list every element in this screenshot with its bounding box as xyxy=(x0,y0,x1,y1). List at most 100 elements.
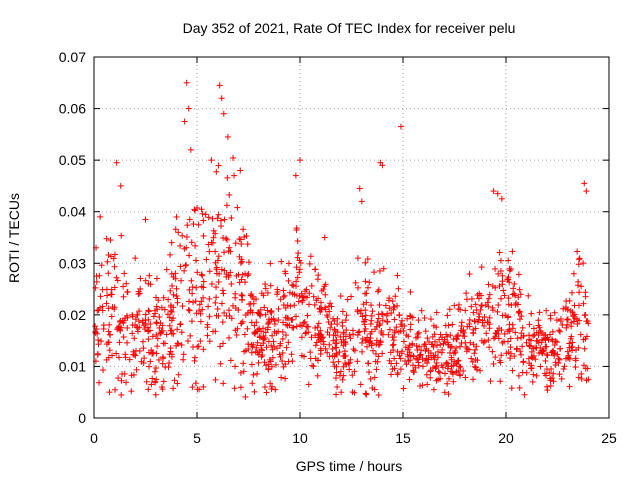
data-point xyxy=(310,363,317,370)
data-point xyxy=(535,317,542,324)
data-point xyxy=(200,217,207,224)
data-point xyxy=(400,385,407,392)
data-point xyxy=(466,316,473,323)
data-point xyxy=(290,324,297,331)
data-point xyxy=(166,314,173,321)
data-point xyxy=(258,353,265,360)
chart-title: Day 352 of 2021, Rate Of TEC Index for r… xyxy=(183,20,516,36)
data-point xyxy=(132,316,139,323)
data-point xyxy=(472,356,479,363)
data-point xyxy=(254,349,261,356)
data-point xyxy=(224,174,231,181)
y-axis-label: ROTI / TECUs xyxy=(6,193,22,283)
data-point xyxy=(441,338,448,345)
data-point xyxy=(391,329,398,336)
data-point xyxy=(268,363,275,370)
data-point xyxy=(191,206,198,213)
data-point xyxy=(404,315,411,322)
data-point xyxy=(578,283,585,290)
data-point xyxy=(221,267,228,274)
data-point xyxy=(232,363,239,370)
data-point xyxy=(379,317,386,324)
data-point xyxy=(284,314,291,321)
data-point xyxy=(166,322,173,329)
data-point xyxy=(116,339,123,346)
data-point xyxy=(363,336,370,343)
data-point xyxy=(251,322,258,329)
data-point xyxy=(564,348,571,355)
data-point xyxy=(117,182,124,189)
data-point xyxy=(181,118,188,125)
data-point xyxy=(305,301,312,308)
data-point xyxy=(262,311,269,318)
data-point xyxy=(499,272,506,279)
data-point xyxy=(342,360,349,367)
data-point xyxy=(407,288,414,295)
data-point xyxy=(285,260,292,267)
data-point xyxy=(244,241,251,248)
data-point xyxy=(182,262,189,269)
data-point xyxy=(359,339,366,346)
data-point xyxy=(255,309,262,316)
data-point xyxy=(238,296,245,303)
data-point xyxy=(274,345,281,352)
data-point xyxy=(506,265,513,272)
data-point xyxy=(199,306,206,313)
data-point xyxy=(359,313,366,320)
data-point xyxy=(373,337,380,344)
data-point xyxy=(229,302,236,309)
data-point xyxy=(261,384,268,391)
data-point xyxy=(364,284,371,291)
data-point xyxy=(115,354,122,361)
data-point xyxy=(217,343,224,350)
data-point xyxy=(442,370,449,377)
data-point xyxy=(216,82,223,89)
data-point xyxy=(210,227,217,234)
data-point xyxy=(462,307,469,314)
data-point xyxy=(317,347,324,354)
data-point xyxy=(540,347,547,354)
data-point xyxy=(585,376,592,383)
data-point xyxy=(494,190,501,197)
data-point xyxy=(264,289,271,296)
data-point xyxy=(420,363,427,370)
y-tick-label: 0.04 xyxy=(59,204,86,220)
data-point xyxy=(205,241,212,248)
data-point xyxy=(132,255,139,262)
data-point xyxy=(470,309,477,316)
data-point xyxy=(244,325,251,332)
data-point xyxy=(433,359,440,366)
data-point xyxy=(289,281,296,288)
data-point xyxy=(227,269,234,276)
data-point xyxy=(260,336,267,343)
data-point xyxy=(153,319,160,326)
data-point xyxy=(292,172,299,179)
data-point xyxy=(299,299,306,306)
data-point xyxy=(460,368,467,375)
data-point xyxy=(434,354,441,361)
data-point xyxy=(370,347,377,354)
data-point xyxy=(271,321,278,328)
data-point xyxy=(306,290,313,297)
x-tick-label: 15 xyxy=(395,430,411,446)
data-point xyxy=(525,292,532,299)
data-point xyxy=(186,307,193,314)
data-point xyxy=(237,236,244,243)
data-point xyxy=(180,356,187,363)
data-point xyxy=(185,306,192,313)
data-point xyxy=(178,277,185,284)
data-point xyxy=(288,351,295,358)
data-point xyxy=(471,363,478,370)
data-point xyxy=(347,335,354,342)
data-point xyxy=(153,331,160,338)
data-point xyxy=(202,211,209,218)
data-point xyxy=(228,215,235,222)
data-point xyxy=(261,359,268,366)
data-point xyxy=(572,355,579,362)
data-point xyxy=(484,299,491,306)
data-point xyxy=(218,217,225,224)
data-point xyxy=(297,322,304,329)
data-point xyxy=(394,272,401,279)
data-point xyxy=(430,386,437,393)
data-point xyxy=(457,372,464,379)
